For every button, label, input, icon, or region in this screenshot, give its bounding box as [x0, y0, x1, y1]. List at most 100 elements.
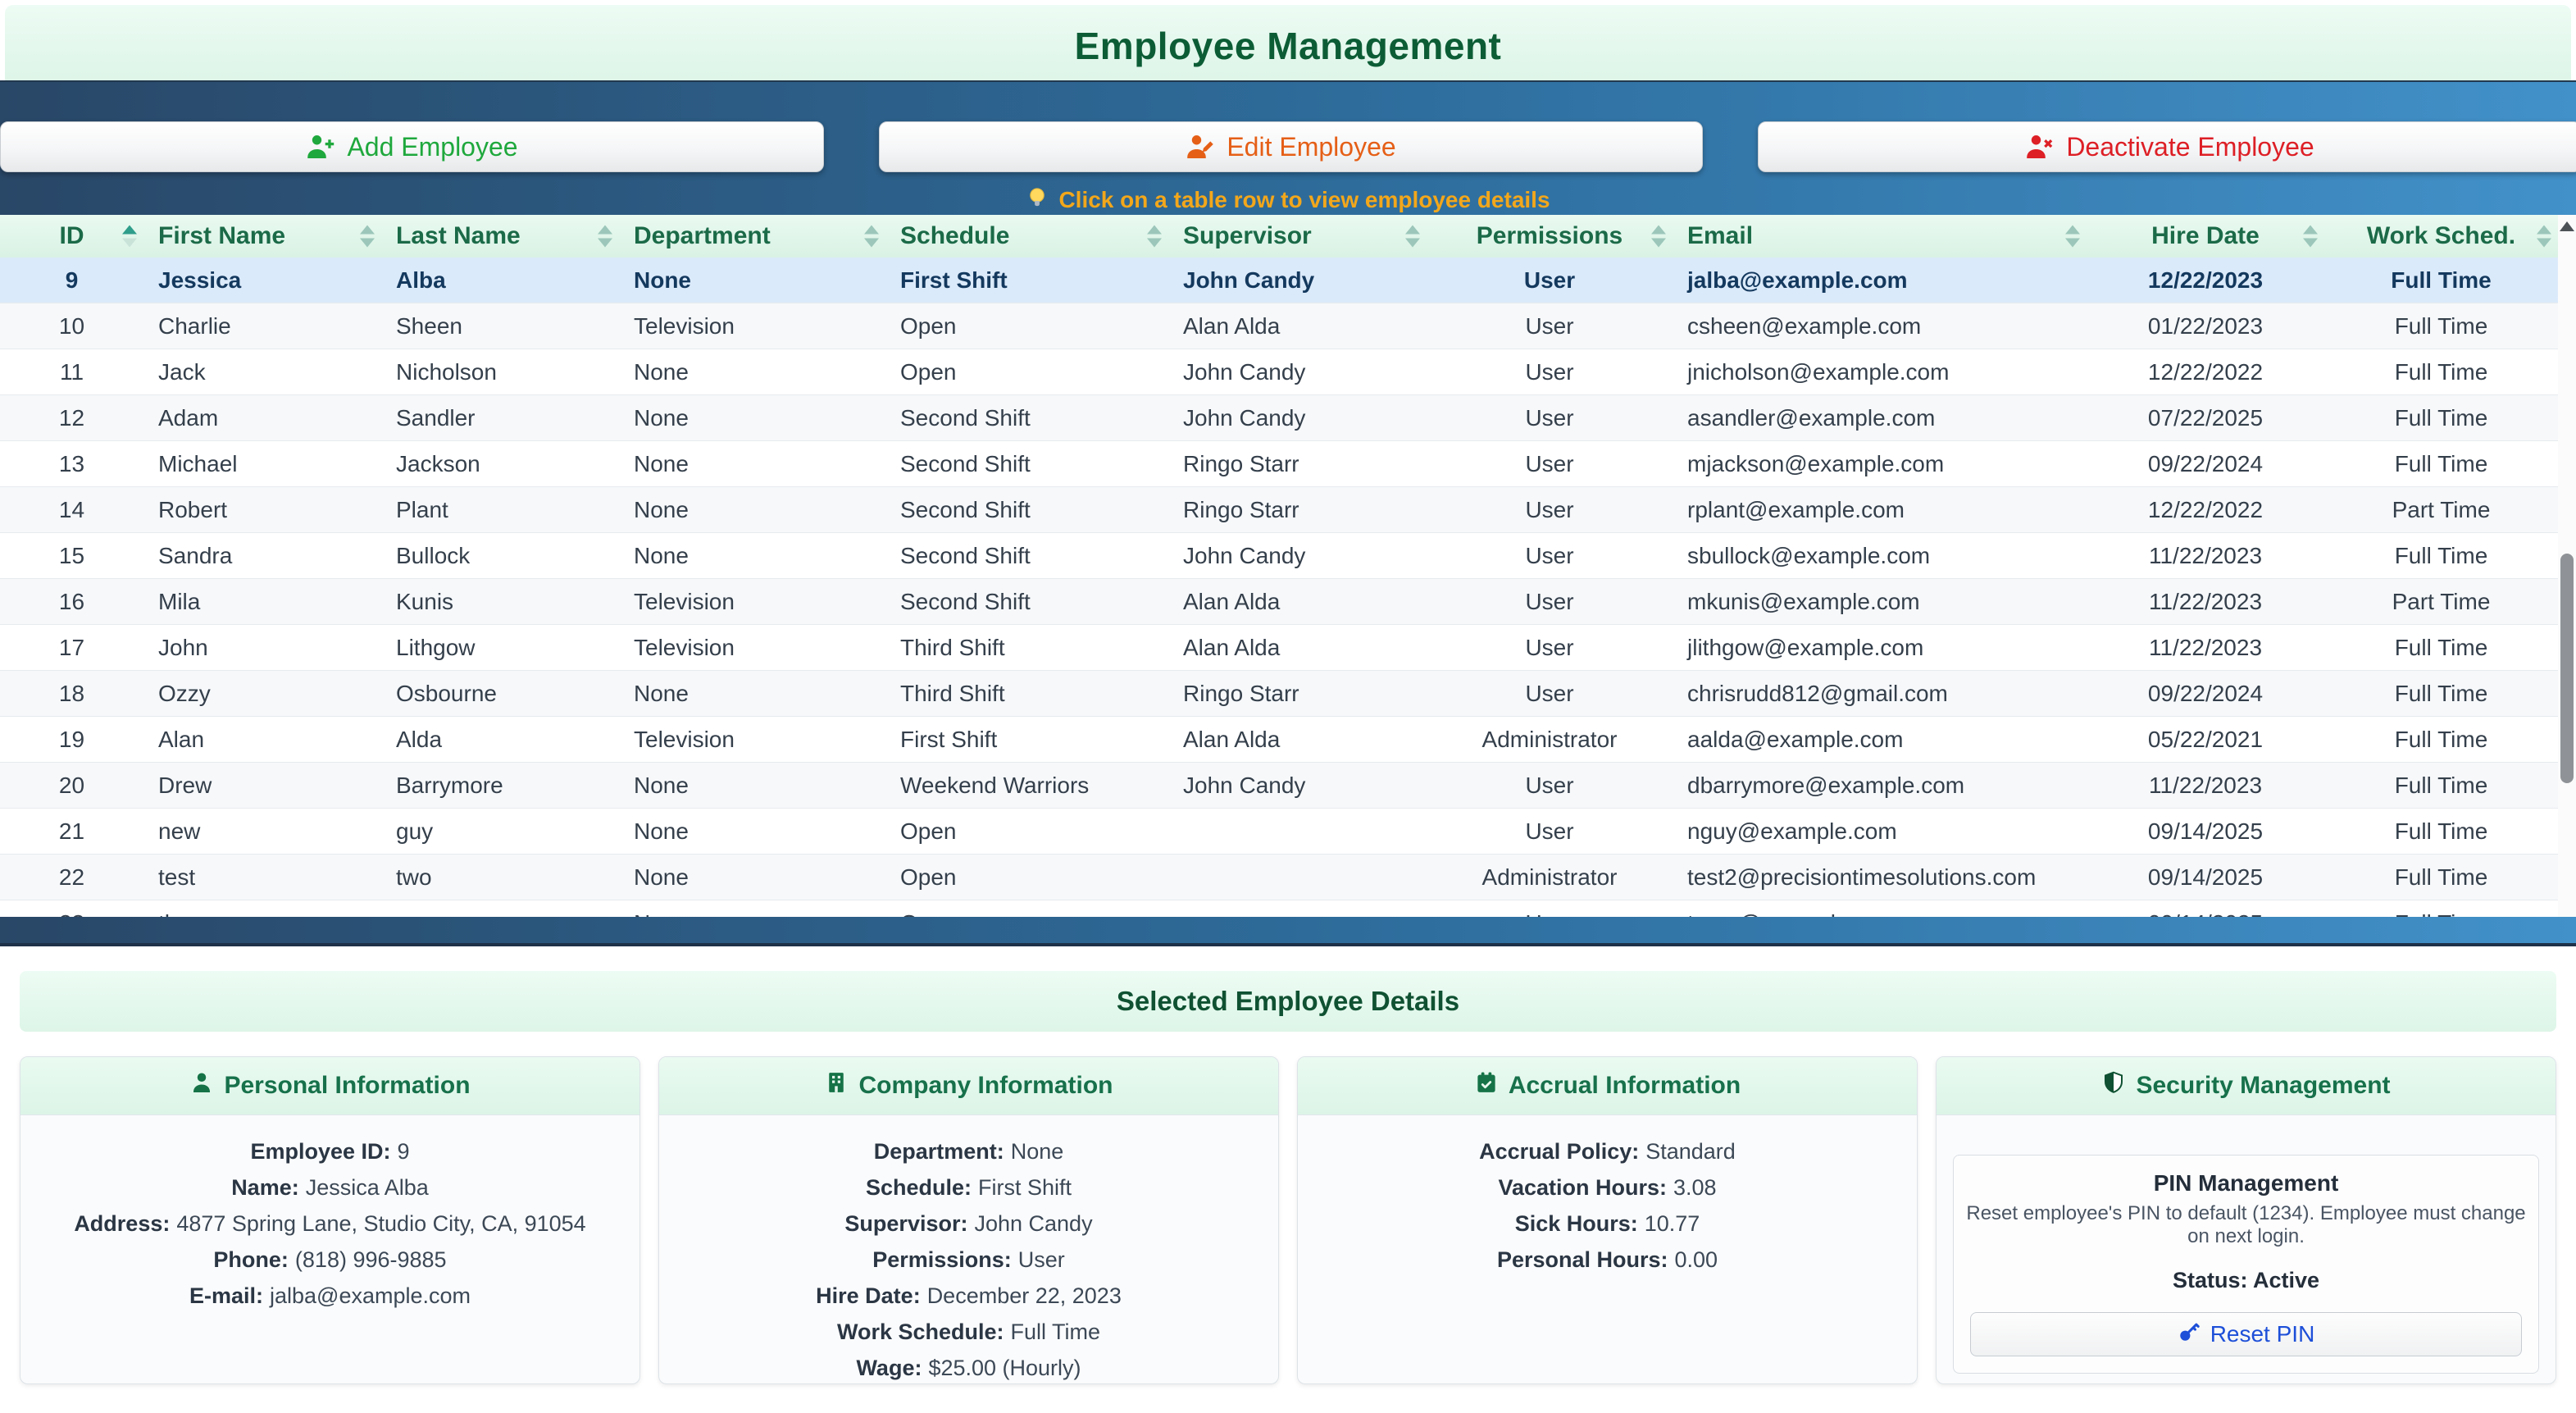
table-row[interactable]: 11 Jack Nicholson None Open John Candy User jni…: [0, 349, 2558, 395]
table-cell: dbarrymore@example.com: [1687, 772, 1965, 798]
column-header-first-name[interactable]: First Name: [143, 215, 381, 258]
table-cell: 20: [58, 772, 85, 798]
table-row[interactable]: 22 test two None Open Administrator test2@prec…: [0, 855, 2558, 900]
table-cell: Weekend Warriors: [900, 772, 1090, 798]
lightbulb-icon: [1026, 186, 1049, 215]
personal-information-header: Personal Information: [20, 1057, 639, 1115]
table-cell: Alba: [396, 267, 446, 293]
table-cell: None: [634, 404, 689, 431]
column-header-work-sched[interactable]: Work Sched.: [2324, 215, 2558, 258]
key-icon: [2178, 1320, 2201, 1349]
table-cell: None: [634, 680, 689, 706]
table-cell: 19: [58, 726, 85, 752]
add-employee-button[interactable]: Add Employee: [0, 121, 824, 172]
column-header-last-name[interactable]: Last Name: [381, 215, 619, 258]
table-cell: 11/22/2023: [2148, 542, 2263, 568]
table-cell: Kunis: [396, 588, 454, 614]
sort-asc-icon: [598, 225, 612, 235]
table-cell: Osbourne: [396, 680, 497, 706]
table-cell: 23: [0, 900, 143, 919]
table-cell: Third Shift: [900, 634, 1005, 660]
table-cell: mjackson@example.com: [1687, 450, 1945, 476]
column-header-id[interactable]: ID: [0, 215, 143, 258]
table-row[interactable]: 18 Ozzy Osbourne None Third Shift Ringo Starr…: [0, 671, 2558, 717]
table-cell: Plant: [396, 496, 448, 522]
column-header-supervisor[interactable]: Supervisor: [1168, 215, 1427, 258]
table-cell: 05/22/2021: [2147, 726, 2264, 752]
personal-information-card: Personal Information Employee ID: 9 Name: J…: [20, 1056, 640, 1384]
table-cell: User: [1525, 358, 1574, 385]
sort-icons: [2065, 225, 2080, 248]
sort-icons: [864, 225, 879, 248]
table-cell: Full Time: [2394, 450, 2488, 476]
table-cell: [1168, 900, 1427, 918]
person-edit-icon: [1186, 132, 1215, 162]
table-cell: 9: [65, 267, 79, 293]
table-row[interactable]: 14 Robert Plant None Second Shift Ringo Starr…: [0, 487, 2558, 533]
deactivate-employee-button[interactable]: Deactivate Employee: [1758, 121, 2576, 172]
column-header-permissions[interactable]: Permissions: [1427, 215, 1673, 258]
sort-icons: [2303, 225, 2318, 248]
table-cell: Open: [900, 358, 957, 385]
table-cell: User: [1525, 450, 1574, 476]
table-cell: Third Shift: [900, 680, 1005, 706]
pin-management-panel: PIN Management Reset employee's PIN to d…: [1953, 1155, 2539, 1374]
table-cell: None: [634, 450, 689, 476]
table-cell: nguy@example.com: [1687, 818, 1897, 844]
detail-field: Address: 4877 Spring Lane, Studio City, C…: [74, 1211, 586, 1236]
scroll-up-arrow-icon[interactable]: [2558, 217, 2576, 236]
table-cell: First Shift: [900, 726, 998, 752]
detail-field: Phone: (818) 996-9885: [213, 1247, 447, 1272]
table-row[interactable]: 13 Michael Jackson None Second Shift Ringo St…: [0, 441, 2558, 487]
table-row[interactable]: 23themansNoneOpen Usertman@example.com09/…: [0, 900, 2558, 918]
edit-employee-button[interactable]: Edit Employee: [879, 121, 1703, 172]
table-cell: Ringo Starr: [1183, 496, 1299, 522]
table-cell: User: [1525, 588, 1574, 614]
table-header: ID First Name Last Name Department Sched…: [0, 215, 2558, 258]
table-cell: Television: [634, 312, 735, 339]
table-cell: Jack: [158, 358, 206, 385]
table-cell: Television: [634, 634, 735, 660]
table-cell: 07/22/2025: [2147, 404, 2264, 431]
table-cell: Robert: [158, 496, 228, 522]
table-row[interactable]: 20 Drew Barrymore None Weekend Warriors John …: [0, 763, 2558, 809]
sort-desc-icon: [598, 238, 612, 248]
table-row[interactable]: 16 Mila Kunis Television Second Shift Alan Al…: [0, 579, 2558, 625]
table-scrollbar[interactable]: [2558, 215, 2576, 946]
edit-employee-label: Edit Employee: [1227, 131, 1396, 162]
shield-icon: [2101, 1070, 2126, 1101]
security-management-card: Security Management PIN Management Reset…: [1936, 1056, 2556, 1384]
table-row[interactable]: 17 John Lithgow Television Third Shift Alan A…: [0, 625, 2558, 671]
table-cell: Full Time: [2324, 900, 2558, 919]
table-row[interactable]: 9 Jessica Alba None First Shift John Candy Use…: [0, 258, 2558, 303]
sort-icons: [2537, 225, 2551, 248]
company-information-header: Company Information: [659, 1057, 1278, 1115]
table-cell: Alda: [396, 726, 443, 752]
detail-field: Wage: $25.00 (Hourly): [856, 1356, 1081, 1380]
column-header-schedule[interactable]: Schedule: [885, 215, 1168, 258]
column-header-department[interactable]: Department: [619, 215, 885, 258]
table-cell: Alan Alda: [1183, 312, 1281, 339]
table-row[interactable]: 10 Charlie Sheen Television Open Alan Alda Use…: [0, 303, 2558, 349]
sort-icons: [598, 225, 612, 248]
table-row[interactable]: 19 Alan Alda Television First Shift Alan Alda…: [0, 717, 2558, 763]
column-header-email[interactable]: Email: [1673, 215, 2087, 258]
sort-desc-icon: [2537, 238, 2551, 248]
table-cell: User: [1525, 496, 1574, 522]
scrollbar-thumb[interactable]: [2560, 554, 2574, 783]
table-row[interactable]: 12 Adam Sandler None Second Shift John Candy U…: [0, 395, 2558, 441]
table-cell: Second Shift: [900, 496, 1031, 522]
detail-field: Supervisor: John Candy: [844, 1211, 1093, 1236]
table-cell: Administrator: [1481, 864, 1618, 890]
table-hint: Click on a table row to view employee de…: [0, 187, 2576, 213]
table-row[interactable]: 15 Sandra Bullock None Second Shift John Cand…: [0, 533, 2558, 579]
sort-asc-icon: [2537, 225, 2551, 235]
column-header-hire-date[interactable]: Hire Date: [2087, 215, 2324, 258]
table-cell: Ringo Starr: [1183, 450, 1299, 476]
sort-desc-icon: [2303, 238, 2318, 248]
table-cell: 09/22/2024: [2147, 450, 2264, 476]
table-cell: Bullock: [396, 542, 471, 568]
table-cell: Alan Alda: [1183, 588, 1281, 614]
table-row[interactable]: 21 new guy None Open User nguy@example.com 09/1…: [0, 809, 2558, 855]
reset-pin-button[interactable]: Reset PIN: [1970, 1312, 2522, 1356]
